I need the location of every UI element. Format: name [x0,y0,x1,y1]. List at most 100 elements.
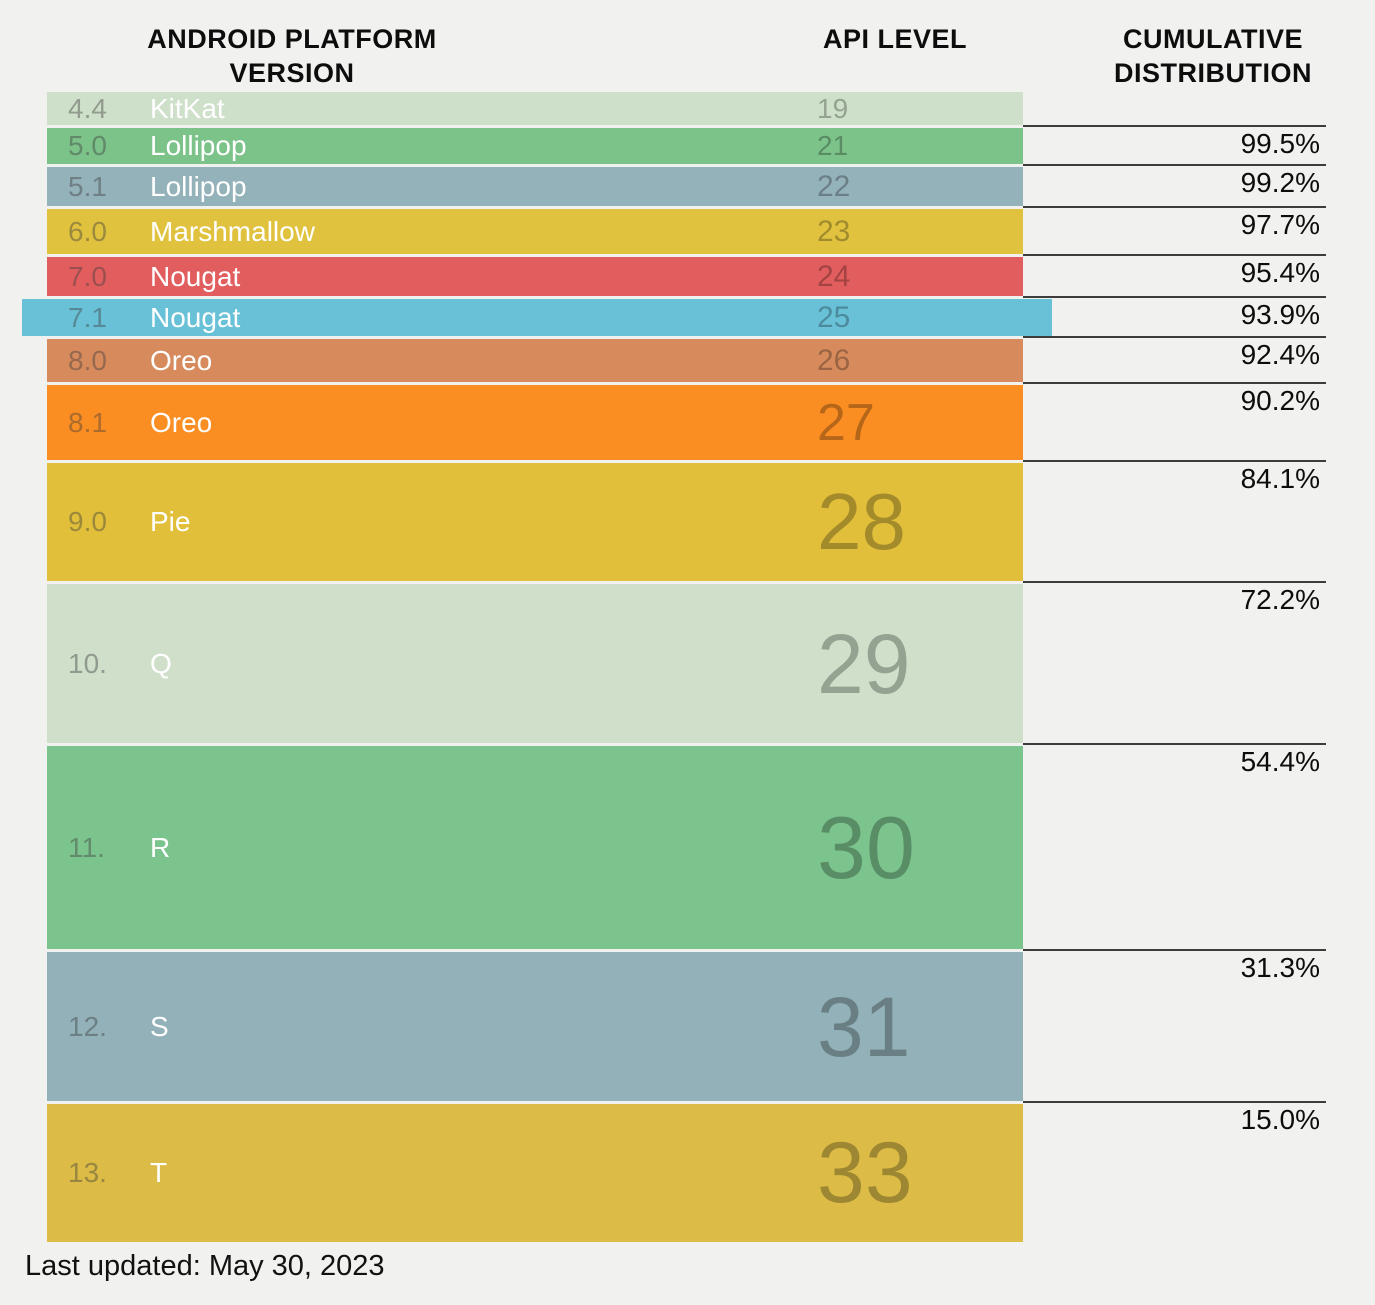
platform-version-row[interactable]: 7.0 Nougat 24 95.4% [0,254,1375,296]
platform-version-number: 4.4 [68,92,107,124]
platform-version-number: 5.0 [68,130,107,161]
version-share-bar [47,257,1023,296]
api-level-number: 29 [817,616,911,711]
version-share-bar [47,209,1023,254]
cumulative-separator-line [1023,125,1326,127]
platform-version-name: Oreo [150,406,213,438]
platform-version-name: KitKat [150,92,225,124]
platform-version-number: 9.0 [68,506,107,537]
cumulative-separator-line [1023,581,1326,583]
column-header-platform-version: ANDROID PLATFORM VERSION [122,22,462,90]
cumulative-distribution-value: 72.2% [1240,584,1320,615]
platform-version-row[interactable]: 9.0 Pie 28 84.1% [0,460,1375,581]
platform-version-number: 10. [68,647,107,679]
cumulative-separator-line [1023,1101,1326,1103]
platform-version-name: Lollipop [150,130,247,161]
api-level-number: 26 [817,343,851,377]
cumulative-distribution-value: 97.7% [1240,209,1320,240]
column-header-api-level: API LEVEL [760,22,1030,56]
cumulative-distribution-value: 93.9% [1240,299,1320,330]
platform-version-number: 13. [68,1157,107,1188]
platform-version-row[interactable]: 12. S 31 31.3% [0,949,1375,1101]
api-level-number: 33 [817,1125,913,1221]
api-level-number: 19 [817,92,849,124]
version-share-bar [22,299,1052,336]
cumulative-separator-line [1023,164,1326,166]
api-level-number: 21 [817,130,849,161]
cumulative-distribution-value: 92.4% [1240,339,1320,370]
platform-version-row[interactable]: 13. T 33 15.0% [0,1101,1375,1242]
cumulative-separator-line [1023,949,1326,951]
api-level-number: 31 [817,979,911,1074]
cumulative-separator-line [1023,460,1326,462]
cumulative-distribution-value: 99.5% [1240,128,1320,159]
version-share-bar [47,167,1023,206]
platform-version-row[interactable]: 10. Q 29 72.2% [0,581,1375,743]
api-level-number: 24 [817,259,851,293]
cumulative-separator-line [1023,743,1326,745]
platform-version-name: Oreo [150,344,213,376]
cumulative-separator-line [1023,382,1326,384]
column-header-cumulative-distribution: CUMULATIVE DISTRIBUTION [1063,22,1363,90]
column-header-platform-line1: ANDROID PLATFORM [147,24,437,54]
platform-version-row[interactable]: 6.0 Marshmallow 23 97.7% [0,206,1375,254]
platform-version-name: Marshmallow [150,215,315,247]
cumulative-separator-line [1023,296,1326,298]
platform-version-row[interactable]: 8.1 Oreo 27 90.2% [0,382,1375,460]
api-level-number: 22 [817,169,851,203]
column-header-cumulative-line1: CUMULATIVE [1123,24,1303,54]
cumulative-distribution-value: 95.4% [1240,257,1320,288]
platform-version-name: Q [150,647,172,679]
platform-version-name: S [150,1010,169,1042]
platform-version-row[interactable]: 8.0 Oreo 26 92.4% [0,336,1375,382]
api-level-number: 23 [817,214,851,248]
platform-version-name: Nougat [150,260,241,292]
api-level-number: 28 [817,477,906,566]
version-share-bar [47,385,1023,460]
platform-version-name: Nougat [150,301,241,333]
cumulative-distribution-value: 90.2% [1240,385,1320,416]
cumulative-separator-line [1023,336,1326,338]
column-header-cumulative-line2: DISTRIBUTION [1114,58,1312,88]
platform-version-row[interactable]: 5.1 Lollipop 22 99.2% [0,164,1375,206]
platform-version-number: 12. [68,1010,107,1042]
platform-version-row[interactable]: 5.0 Lollipop 21 99.5% [0,125,1375,164]
api-level-number: 27 [817,393,875,452]
platform-version-row[interactable]: 4.4 KitKat 19 [0,92,1375,125]
platform-version-number: 7.0 [68,260,107,292]
platform-version-name: Lollipop [150,170,247,202]
cumulative-distribution-value: 84.1% [1240,463,1320,494]
distribution-table: 4.4 KitKat 19 5.0 Lollipop 21 99.5% 5.1 Lollipop… [0,92,1375,1245]
cumulative-separator-line [1023,206,1326,208]
version-share-bar [47,128,1023,164]
platform-version-number: 5.1 [68,170,107,202]
platform-version-name: Pie [150,506,191,537]
version-share-bar [47,92,1023,125]
cumulative-distribution-value: 31.3% [1240,952,1320,983]
platform-version-number: 11. [68,831,105,863]
platform-version-number: 8.0 [68,344,107,376]
column-header-platform-line2: VERSION [229,58,355,88]
cumulative-distribution-value: 54.4% [1240,746,1320,777]
api-level-number: 30 [817,797,915,897]
cumulative-separator-line [1023,254,1326,256]
version-share-bar [47,952,1023,1101]
api-level-number: 25 [817,300,851,334]
platform-version-number: 8.1 [68,406,107,438]
platform-version-name: R [150,831,171,863]
platform-version-row[interactable]: 7.1 Nougat 25 93.9% [0,296,1375,336]
platform-version-number: 7.1 [68,301,107,333]
platform-version-number: 6.0 [68,215,107,247]
version-share-bar [47,1104,1023,1242]
last-updated-text: Last updated: May 30, 2023 [25,1250,385,1282]
cumulative-distribution-value: 99.2% [1240,167,1320,198]
version-share-bar [47,339,1023,382]
version-share-bar [47,584,1023,743]
column-header-api-text: API LEVEL [822,24,968,54]
version-share-bar [47,746,1023,949]
platform-version-row[interactable]: 11. R 30 54.4% [0,743,1375,949]
version-share-bar [47,463,1023,581]
cumulative-distribution-value: 15.0% [1240,1104,1320,1135]
platform-version-name: T [150,1157,168,1188]
